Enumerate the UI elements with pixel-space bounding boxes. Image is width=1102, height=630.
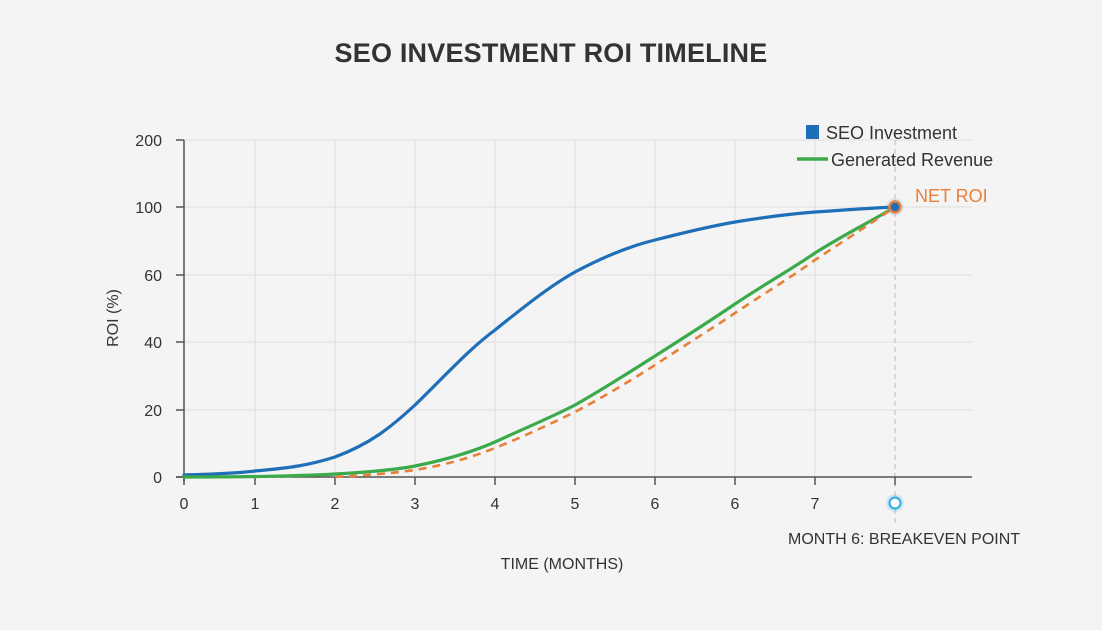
- series-generated-revenue-line: [182, 205, 897, 479]
- grid-vertical: [254, 140, 816, 477]
- y-tick-labels: 200 100 60 40 20 0: [135, 133, 162, 487]
- x-tick-label: 2: [331, 496, 340, 513]
- y-tick-label: 100: [135, 200, 162, 217]
- x-tick-label: 7: [811, 496, 820, 513]
- series-seo-investment-line: [182, 205, 897, 477]
- x-tick-label: 6: [731, 496, 740, 513]
- legend: SEO Investment Generated Revenue: [797, 123, 993, 170]
- y-axis-title: ROI (%): [105, 289, 122, 347]
- x-tick-label: 1: [251, 496, 260, 513]
- x-tick-label: 4: [491, 496, 500, 513]
- x-tick-labels: 0 1 2 3 4 5 6 6 7: [180, 496, 820, 513]
- y-tick-label: 200: [135, 133, 162, 150]
- breakeven-label: MONTH 6: BREAKEVEN POINT: [788, 531, 1020, 548]
- x-tick-label: 5: [571, 496, 580, 513]
- breakeven-marker-icon: [888, 496, 902, 510]
- grid-horizontal: [184, 139, 972, 411]
- x-tick-label: 3: [411, 496, 420, 513]
- legend-label: SEO Investment: [826, 123, 957, 143]
- x-axis: [176, 476, 972, 485]
- x-tick-label: 6: [651, 496, 660, 513]
- legend-item-generated-revenue: Generated Revenue: [797, 150, 993, 170]
- y-tick-label: 40: [144, 335, 162, 352]
- legend-square-icon: [806, 125, 819, 139]
- legend-label: Generated Revenue: [831, 150, 993, 170]
- y-tick-label: 0: [153, 470, 162, 487]
- legend-item-seo-investment: SEO Investment: [806, 123, 957, 143]
- x-axis-title: TIME (MONTHS): [501, 556, 624, 573]
- chart-title: SEO INVESTMENT ROI TIMELINE: [334, 38, 768, 68]
- net-roi-endpoint-marker: [888, 200, 902, 214]
- y-axis: [176, 139, 185, 482]
- net-roi-label: NET ROI: [915, 186, 988, 206]
- x-tick-label: 0: [180, 496, 189, 513]
- y-tick-label: 60: [144, 268, 162, 285]
- y-tick-label: 20: [144, 403, 162, 420]
